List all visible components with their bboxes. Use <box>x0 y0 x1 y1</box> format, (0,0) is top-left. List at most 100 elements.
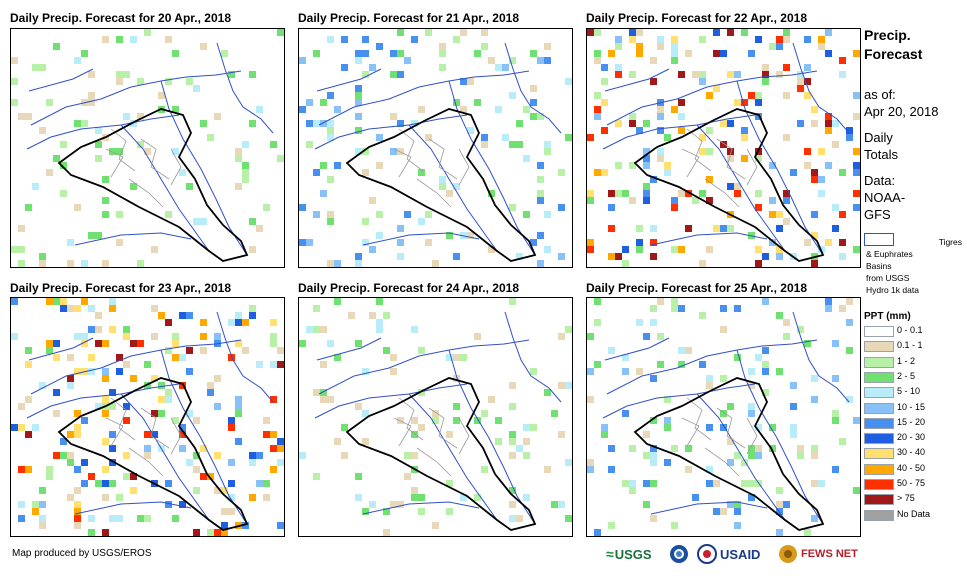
precip-cell <box>172 333 179 340</box>
precip-cell <box>18 403 25 410</box>
precip-cell <box>130 487 137 494</box>
precip-cell <box>587 368 594 375</box>
precip-cell <box>369 64 376 71</box>
precip-cell <box>615 36 622 43</box>
precip-cell <box>200 333 207 340</box>
precip-cell <box>650 78 657 85</box>
precip-cell <box>123 71 130 78</box>
precip-cell <box>277 445 284 452</box>
precip-cell <box>313 305 320 312</box>
precip-cell <box>664 134 671 141</box>
admin-boundary-line <box>416 447 452 477</box>
precip-cell <box>699 134 706 141</box>
precip-cell <box>390 71 397 78</box>
precip-cell <box>39 522 46 529</box>
precip-cell <box>362 50 369 57</box>
precip-cell <box>776 246 783 253</box>
precip-cell <box>11 333 18 340</box>
precip-cell <box>46 298 53 305</box>
precip-cell <box>832 466 839 473</box>
precip-cell <box>769 211 776 218</box>
precip-cell <box>53 410 60 417</box>
precip-cell <box>523 494 530 501</box>
precip-cell <box>320 99 327 106</box>
precip-cell <box>811 445 818 452</box>
precip-cell <box>39 487 46 494</box>
precip-cell <box>151 431 158 438</box>
admin-boundary-line <box>704 447 740 477</box>
precip-cell <box>664 459 671 466</box>
basin-river-line <box>318 339 530 395</box>
precip-cell <box>102 340 109 347</box>
precip-cell <box>306 141 313 148</box>
precip-cell <box>629 36 636 43</box>
legend-label: No Data <box>897 508 931 519</box>
legend-swatch <box>864 509 894 521</box>
precip-cell <box>601 64 608 71</box>
precip-cell <box>594 92 601 99</box>
precip-cell <box>650 305 657 312</box>
basin-river-line <box>120 393 210 521</box>
basin-river-line <box>792 42 850 134</box>
precip-cell <box>404 452 411 459</box>
precip-cell <box>165 211 172 218</box>
precip-cell <box>242 176 249 183</box>
precip-cell <box>769 424 776 431</box>
precip-cell <box>811 452 818 459</box>
precip-cell <box>608 190 615 197</box>
precip-cell <box>615 162 622 169</box>
precip-cell <box>481 29 488 36</box>
precip-cell <box>720 50 727 57</box>
fews-logo-text: FEWS NET <box>801 548 858 560</box>
precip-cell <box>144 382 151 389</box>
precip-cell <box>270 445 277 452</box>
basin-river-line <box>120 124 210 252</box>
precip-cell <box>622 480 629 487</box>
precip-cell <box>137 340 144 347</box>
precip-cell <box>839 253 846 260</box>
precip-cell <box>664 417 671 424</box>
precip-cell <box>263 494 270 501</box>
precip-cell <box>706 480 713 487</box>
precip-cell <box>643 333 650 340</box>
precip-cell <box>39 127 46 134</box>
precip-cell <box>587 29 594 36</box>
precip-cell <box>362 410 369 417</box>
precip-cell <box>650 515 657 522</box>
precip-cell <box>109 326 116 333</box>
precip-cell <box>172 50 179 57</box>
precip-cell <box>587 134 594 141</box>
precip-cell <box>832 375 839 382</box>
precip-cell <box>692 197 699 204</box>
precip-cell <box>530 368 537 375</box>
precip-cell <box>397 120 404 127</box>
precip-cell <box>460 78 467 85</box>
precip-cell <box>165 78 172 85</box>
precip-cell <box>362 438 369 445</box>
precip-cell <box>622 368 629 375</box>
precip-cell <box>299 106 306 113</box>
precip-cell <box>74 333 81 340</box>
precip-cell <box>601 99 608 106</box>
precip-cell <box>769 197 776 204</box>
precip-cell <box>530 239 537 246</box>
precip-cell <box>299 452 306 459</box>
precip-cell <box>839 169 846 176</box>
map-canvas <box>11 29 284 267</box>
precip-cell <box>193 417 200 424</box>
precip-cell <box>116 494 123 501</box>
usgs-logo: ≈ USGS <box>606 546 652 562</box>
admin-boundary-line <box>416 178 452 208</box>
precip-cell <box>671 36 678 43</box>
precip-cell <box>186 183 193 190</box>
precip-cell <box>509 403 516 410</box>
precip-cell <box>776 43 783 50</box>
precip-cell <box>102 529 109 536</box>
precip-cell <box>320 389 327 396</box>
legend-label: 5 - 10 <box>897 386 921 397</box>
precip-cell <box>755 99 762 106</box>
precip-cell <box>741 480 748 487</box>
precip-cell <box>636 246 643 253</box>
precip-cell <box>769 162 776 169</box>
precip-cell <box>755 190 762 197</box>
